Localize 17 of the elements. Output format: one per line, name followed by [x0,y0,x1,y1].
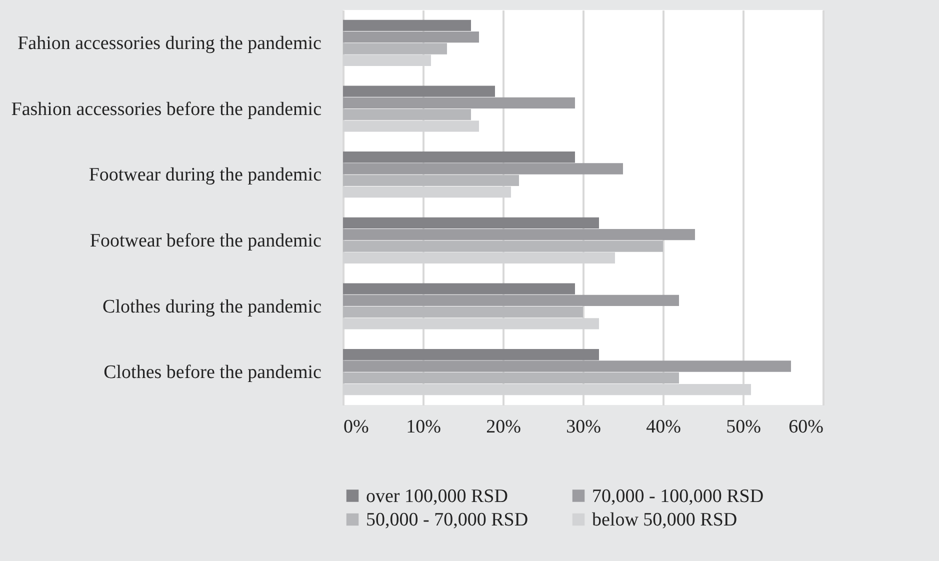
y-tick-label: Footwear before the pandemic [90,230,322,252]
x-tick-label: 30% [566,416,602,438]
y-tick-label: Fashion accessories before the pandemic [11,98,322,120]
x-tick-label: 60% [788,416,824,438]
y-tick-label: Footwear during the pandemic [88,164,322,186]
x-tick-label: 10% [406,416,442,438]
y-tick-label: Clothes before the pandemic [104,362,322,384]
x-tick-label: 0% [344,416,369,438]
legend-label: over 100,000 RSD [366,486,508,507]
y-tick-label: Fahion accessories during the pandemic [18,32,322,54]
legend-label: below 50,000 RSD [592,510,738,530]
x-tick-label: 40% [646,416,682,438]
y-tick-label: Clothes during the pandemic [102,296,322,318]
legend-label: 50,000 - 70,000 RSD [366,510,528,530]
legend-label: 70,000 - 100,000 RSD [592,486,764,507]
x-tick-label: 50% [726,416,762,438]
x-tick-label: 20% [486,416,522,438]
